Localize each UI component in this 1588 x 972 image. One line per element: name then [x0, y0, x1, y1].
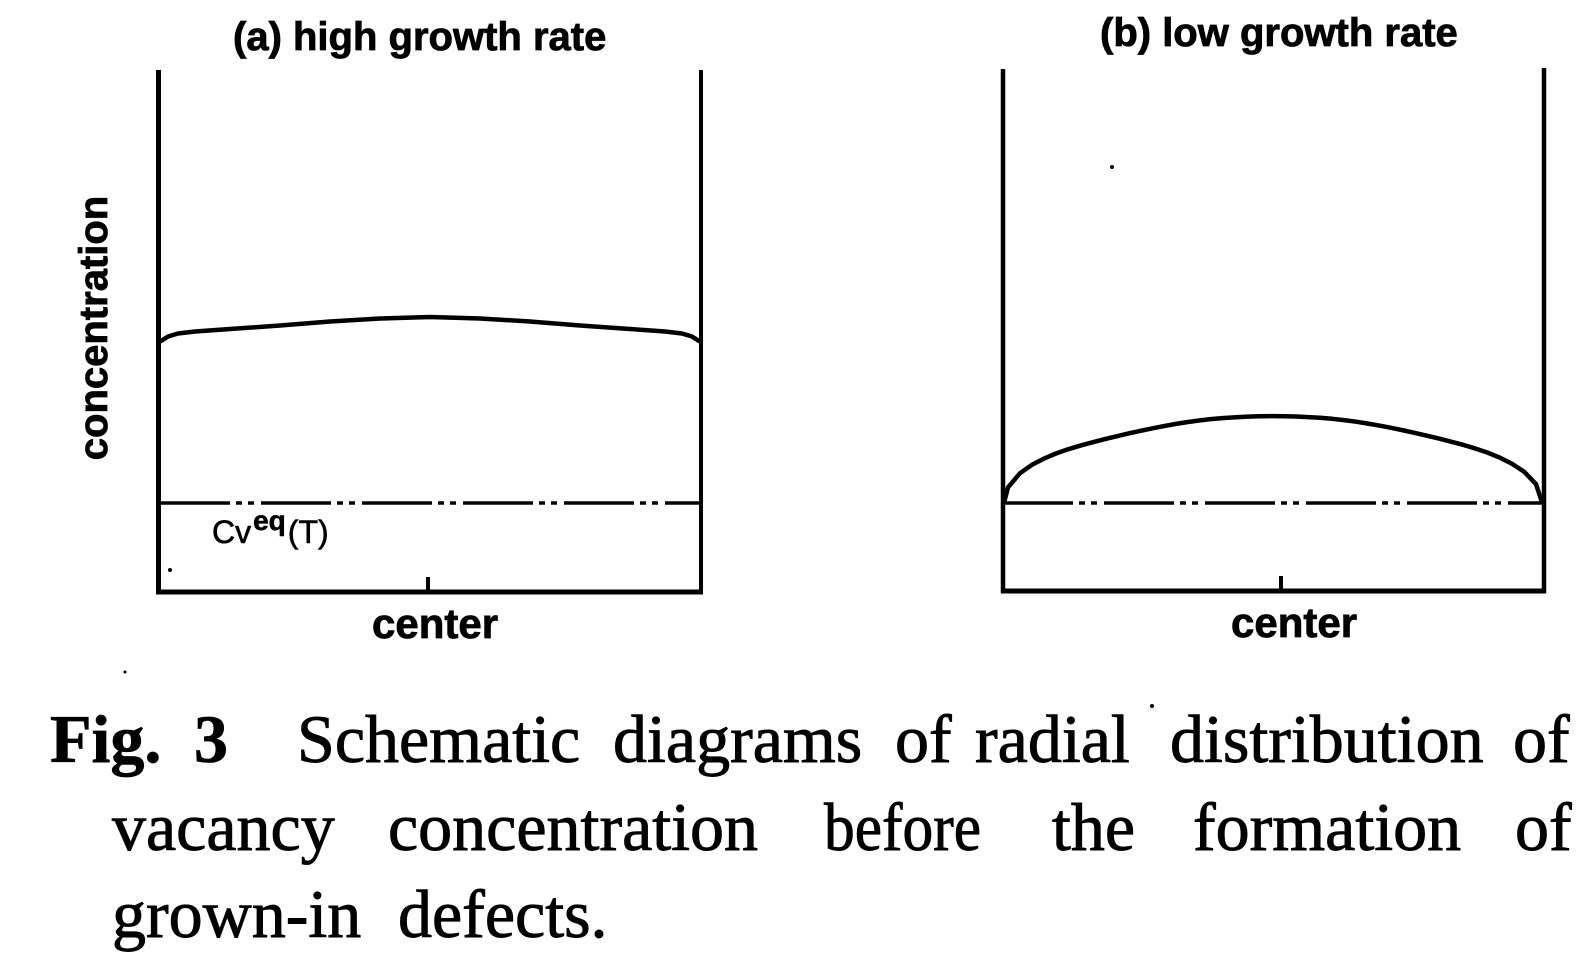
svg-text:(b) low growth rate: (b) low growth rate	[1100, 11, 1458, 55]
svg-text:distribution: distribution	[1170, 701, 1484, 777]
svg-text:diagrams: diagrams	[613, 701, 862, 777]
svg-text:concentration: concentration	[388, 789, 758, 865]
svg-text:concentration: concentration	[72, 196, 116, 460]
svg-text:vacancy: vacancy	[112, 789, 335, 865]
svg-text:of: of	[1515, 789, 1572, 865]
svg-text:defects.: defects.	[398, 876, 608, 952]
svg-text:of: of	[1513, 701, 1570, 777]
svg-text:radial: radial	[975, 701, 1130, 777]
svg-text:(a) high growth rate: (a) high growth rate	[233, 15, 606, 59]
svg-text:before: before	[824, 789, 981, 865]
svg-text:the: the	[1052, 789, 1135, 865]
svg-text:Schematic: Schematic	[297, 701, 580, 777]
svg-text:Cveq(T): Cveq(T)	[212, 505, 329, 550]
svg-text:grown-in: grown-in	[112, 876, 361, 952]
svg-text:center: center	[372, 600, 498, 647]
svg-text:formation: formation	[1193, 789, 1461, 865]
svg-text:center: center	[1231, 599, 1357, 646]
svg-text:Fig.: Fig.	[50, 701, 161, 777]
svg-text:3: 3	[194, 701, 228, 777]
svg-text:of: of	[895, 701, 952, 777]
